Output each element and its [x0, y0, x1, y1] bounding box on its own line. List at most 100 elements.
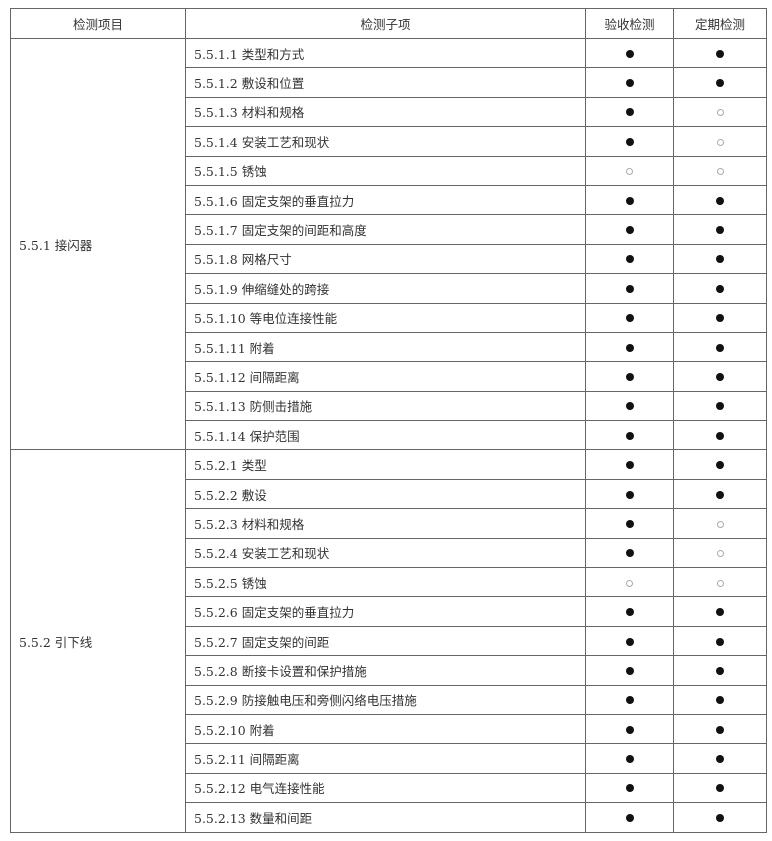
acceptance-cell — [585, 684, 674, 715]
filled-circle-icon — [625, 343, 634, 352]
subitem-cell: 5.5.2.4 安装工艺和现状 — [185, 537, 586, 569]
table-row: 5.5.1.11 附着 — [11, 331, 767, 363]
subitem-cell: 5.5.2.8 断接卡设置和保护措施 — [185, 655, 586, 686]
filled-circle-icon — [625, 402, 634, 411]
filled-circle-icon — [625, 666, 634, 675]
subitem-cell: 5.5.1.13 防侧击措施 — [185, 390, 586, 422]
subitem-cell: 5.5.1.8 网格尺寸 — [185, 243, 586, 275]
filled-circle-icon — [625, 108, 634, 117]
header-row: 检测项目 检测子项 验收检测 定期检测 — [10, 8, 767, 39]
subitem-cell: 5.5.2.2 敷设 — [185, 478, 586, 510]
filled-circle-icon — [625, 696, 634, 705]
open-circle-icon — [716, 520, 724, 528]
inspection-table: 检测项目 检测子项 验收检测 定期检测 5.5.1 接闪器 5.5.1.1 类型和… — [10, 8, 767, 833]
periodic-cell — [673, 655, 767, 686]
periodic-cell — [673, 302, 767, 333]
table-row: 5.5.1.6 固定支架的垂直拉力 — [11, 184, 767, 216]
filled-circle-icon — [625, 784, 634, 793]
table-row: 5.5.2.6 固定支架的垂直拉力 — [11, 596, 767, 627]
filled-circle-icon — [716, 637, 724, 646]
table-row: 5.5.1.2 敷设和位置 — [11, 67, 767, 98]
periodic-cell — [673, 37, 767, 69]
open-circle-icon — [716, 579, 724, 587]
table-row: 5.5.1.7 固定支架的间距和高度 — [11, 214, 767, 245]
filled-circle-icon — [625, 431, 634, 440]
header-item: 检测项目 — [10, 8, 186, 39]
periodic-cell — [673, 802, 767, 833]
table-row: 5.5.2.8 断接卡设置和保护措施 — [11, 655, 767, 686]
periodic-cell — [673, 361, 767, 392]
header-periodic: 定期检测 — [673, 8, 767, 39]
group-name: 5.5.1 接闪器 — [10, 37, 186, 451]
acceptance-cell — [585, 567, 674, 598]
filled-circle-icon — [716, 226, 724, 235]
subitem-cell: 5.5.2.9 防接触电压和旁侧闪络电压措施 — [185, 684, 586, 715]
subitem-cell: 5.5.2.6 固定支架的垂直拉力 — [185, 596, 586, 627]
table-row: 5.5.2.10 附着 — [11, 713, 767, 745]
periodic-cell — [673, 625, 767, 657]
acceptance-cell — [585, 302, 674, 333]
periodic-cell — [673, 96, 767, 128]
subitem-cell: 5.5.2.10 附着 — [185, 713, 586, 745]
subitem-cell: 5.5.1.7 固定支架的间距和高度 — [185, 214, 586, 245]
subitem-cell: 5.5.1.2 敷设和位置 — [185, 67, 586, 98]
table-row: 5.5.2.5 锈蚀 — [11, 567, 767, 598]
filled-circle-icon — [625, 255, 634, 264]
filled-circle-icon — [625, 284, 634, 293]
periodic-cell — [673, 449, 767, 480]
periodic-cell — [673, 684, 767, 715]
acceptance-cell — [585, 478, 674, 510]
periodic-cell — [673, 772, 767, 804]
filled-circle-icon — [716, 431, 724, 440]
table-row: 5.5.2.2 敷设 — [11, 478, 767, 510]
table-row: 5.5.1.12 间隔距离 — [11, 361, 767, 392]
periodic-cell — [673, 478, 767, 510]
periodic-cell — [673, 567, 767, 598]
filled-circle-icon — [625, 79, 634, 88]
acceptance-cell — [585, 214, 674, 245]
acceptance-cell — [585, 655, 674, 686]
acceptance-cell — [585, 713, 674, 745]
table-row: 5.5.2.13 数量和间距 — [11, 802, 767, 833]
periodic-cell — [673, 214, 767, 245]
subitem-cell: 5.5.1.12 间隔距离 — [185, 361, 586, 392]
acceptance-cell — [585, 743, 674, 774]
subitem-cell: 5.5.2.5 锈蚀 — [185, 567, 586, 598]
table-row: 5.5.1.10 等电位连接性能 — [11, 302, 767, 333]
subitem-cell: 5.5.1.10 等电位连接性能 — [185, 302, 586, 333]
table-row: 5.5.1.8 网格尺寸 — [11, 243, 767, 275]
filled-circle-icon — [716, 784, 724, 793]
filled-circle-icon — [716, 725, 724, 734]
subitem-cell: 5.5.1.1 类型和方式 — [185, 37, 586, 69]
acceptance-cell — [585, 126, 674, 157]
open-circle-icon — [716, 138, 724, 146]
header-subitem: 检测子项 — [185, 8, 586, 39]
periodic-cell — [673, 126, 767, 157]
subitem-cell: 5.5.1.3 材料和规格 — [185, 96, 586, 128]
acceptance-cell — [585, 420, 674, 451]
table-row: 5.5.2.4 安装工艺和现状 — [11, 537, 767, 569]
filled-circle-icon — [716, 490, 724, 499]
acceptance-cell — [585, 37, 674, 69]
periodic-cell — [673, 243, 767, 275]
acceptance-cell — [585, 537, 674, 569]
table-row: 5.5.2.7 固定支架的间距 — [11, 625, 767, 657]
open-circle-icon — [716, 550, 724, 558]
filled-circle-icon — [716, 666, 724, 675]
periodic-cell — [673, 67, 767, 98]
filled-circle-icon — [716, 49, 724, 58]
filled-circle-icon — [625, 49, 634, 58]
filled-circle-icon — [625, 196, 634, 205]
filled-circle-icon — [716, 813, 724, 822]
acceptance-cell — [585, 96, 674, 128]
filled-circle-icon — [716, 314, 724, 323]
filled-circle-icon — [625, 755, 634, 764]
table-row: 5.5.1.13 防侧击措施 — [11, 390, 767, 422]
acceptance-cell — [585, 772, 674, 804]
subitem-cell: 5.5.1.6 固定支架的垂直拉力 — [185, 184, 586, 216]
acceptance-cell — [585, 184, 674, 216]
open-circle-icon — [716, 168, 724, 176]
acceptance-cell — [585, 390, 674, 422]
subitem-cell: 5.5.1.14 保护范围 — [185, 420, 586, 451]
subitem-cell: 5.5.2.11 间隔距离 — [185, 743, 586, 774]
